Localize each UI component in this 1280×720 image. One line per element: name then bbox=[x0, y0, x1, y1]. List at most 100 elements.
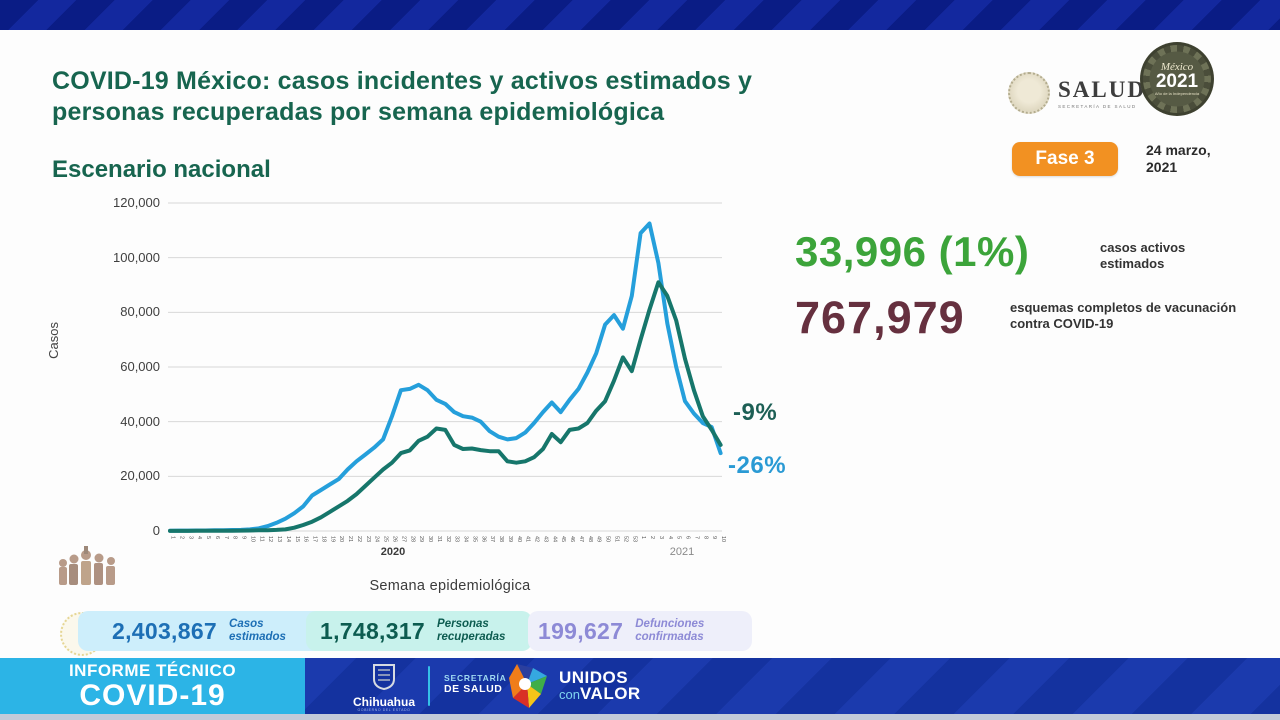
svg-text:9: 9 bbox=[711, 536, 717, 539]
chihuahua-state-pinwheel-icon bbox=[509, 664, 547, 708]
deaths-label: Defunciones confirmadas bbox=[635, 618, 705, 643]
y-tick-label: 0 bbox=[152, 523, 160, 538]
chihuahua-subtitle: GOBIERNO DEL ESTADO bbox=[357, 708, 411, 712]
svg-text:1: 1 bbox=[640, 536, 646, 539]
active-cases-value: 33,996 (1%) bbox=[795, 228, 1030, 275]
svg-text:11: 11 bbox=[258, 536, 264, 542]
svg-text:39: 39 bbox=[507, 536, 513, 542]
svg-text:37: 37 bbox=[489, 536, 495, 542]
secretaria-line2: DE SALUD bbox=[444, 683, 503, 695]
footer-program-block: INFORME TÉCNICO COVID-19 bbox=[0, 658, 305, 714]
epidemic-line-chart: 1 2 3 4 5 6 7 8 9 10 11 12 13 14 15 16 17 18 19 20 21 22 23 24 2… bbox=[168, 202, 726, 558]
stat-box-deaths: 199,627 Defunciones confirmadas bbox=[528, 611, 752, 651]
scenario-subtitle: Escenario nacional bbox=[52, 156, 271, 183]
annotation-cases-change: -26% bbox=[728, 452, 787, 479]
svg-text:18: 18 bbox=[320, 536, 326, 542]
y-tick-label: 120,000 bbox=[113, 195, 160, 210]
svg-text:8: 8 bbox=[232, 536, 238, 539]
page-title: COVID-19 México: casos incidentes y acti… bbox=[52, 67, 753, 126]
svg-text:7: 7 bbox=[693, 536, 699, 539]
svg-text:5: 5 bbox=[676, 536, 682, 539]
svg-text:24: 24 bbox=[374, 536, 380, 542]
svg-text:3: 3 bbox=[658, 536, 664, 539]
svg-text:6: 6 bbox=[214, 536, 220, 539]
y-axis-title: Casos bbox=[46, 322, 61, 359]
svg-text:48: 48 bbox=[587, 536, 593, 542]
y-tick-label: 20,000 bbox=[120, 468, 160, 484]
secretaria-de-salud-label: SECRETARÍA DE SALUD bbox=[444, 673, 507, 695]
salud-logo-subtext: SECRETARÍA DE SALUD bbox=[1058, 104, 1137, 109]
report-date-line2: 2021 bbox=[1146, 159, 1178, 175]
top-striped-banner bbox=[0, 0, 1280, 30]
mexico-2021-subtitle: Año de la Independencia bbox=[1154, 91, 1200, 96]
svg-text:19: 19 bbox=[329, 536, 335, 542]
covid19-label: COVID-19 bbox=[79, 678, 226, 712]
informe-tecnico-label: INFORME TÉCNICO bbox=[68, 660, 237, 680]
unidos-con-valor-logo: UNIDOS conVALOR bbox=[505, 662, 641, 710]
svg-text:31: 31 bbox=[436, 536, 442, 542]
fase-3-badge: Fase 3 bbox=[1012, 142, 1118, 176]
report-date-line1: 24 marzo, bbox=[1146, 142, 1211, 158]
svg-text:3: 3 bbox=[187, 536, 193, 539]
svg-text:6: 6 bbox=[685, 536, 691, 539]
svg-text:29: 29 bbox=[418, 536, 424, 542]
svg-text:46: 46 bbox=[569, 536, 575, 542]
estimated-cases-value: 2,403,867 bbox=[112, 617, 218, 644]
svg-text:2020: 2020 bbox=[381, 546, 405, 558]
chihuahua-shield-icon bbox=[373, 664, 395, 691]
svg-text:2021: 2021 bbox=[670, 546, 694, 558]
svg-text:49: 49 bbox=[596, 536, 602, 542]
y-tick-label: 60,000 bbox=[120, 359, 160, 374]
svg-text:50: 50 bbox=[605, 536, 611, 542]
y-tick-label: 100,000 bbox=[113, 249, 160, 265]
vaccination-value: 767,979 bbox=[795, 292, 965, 343]
quetzalcoatl-emblem-icon: México 2021 Año de la Independencia bbox=[1140, 42, 1214, 116]
svg-text:23: 23 bbox=[365, 536, 371, 542]
salud-logo: SALUD SECRETARÍA DE SALUD bbox=[1008, 72, 1146, 114]
mexico-2021-year: 2021 bbox=[1155, 71, 1199, 92]
svg-text:28: 28 bbox=[409, 536, 415, 542]
valor-label: VALOR bbox=[579, 683, 641, 703]
svg-text:8: 8 bbox=[702, 536, 708, 539]
svg-text:42: 42 bbox=[534, 536, 540, 542]
svg-text:16: 16 bbox=[303, 536, 309, 542]
svg-text:10: 10 bbox=[249, 536, 255, 542]
deaths-value: 199,627 bbox=[538, 617, 624, 644]
svg-text:53: 53 bbox=[631, 536, 637, 542]
footer-bottom-strip bbox=[0, 714, 1280, 720]
svg-text:2: 2 bbox=[649, 536, 655, 539]
stat-box-estimated-cases: 2,403,867 Casos estimados bbox=[78, 611, 332, 651]
x-axis-title: Semana epidemiológica bbox=[369, 578, 531, 594]
svg-text:21: 21 bbox=[347, 536, 353, 542]
svg-text:1: 1 bbox=[170, 536, 176, 539]
svg-text:27: 27 bbox=[400, 536, 406, 542]
svg-text:51: 51 bbox=[614, 536, 620, 542]
svg-text:33: 33 bbox=[454, 536, 460, 542]
salud-seal-icon bbox=[1008, 72, 1050, 114]
active-cases-label: casos activos estimados bbox=[1100, 240, 1186, 271]
svg-text:17: 17 bbox=[312, 536, 318, 542]
svg-text:38: 38 bbox=[498, 536, 504, 542]
svg-text:43: 43 bbox=[542, 536, 548, 542]
y-tick-label: 40,000 bbox=[120, 413, 160, 429]
svg-text:52: 52 bbox=[622, 536, 628, 542]
svg-text:30: 30 bbox=[427, 536, 433, 542]
unidos-label: UNIDOS bbox=[559, 667, 629, 687]
y-tick-label: 80,000 bbox=[120, 304, 160, 320]
annotation-recovered-change: -9% bbox=[733, 399, 778, 426]
svg-text:14: 14 bbox=[285, 536, 291, 542]
svg-text:26: 26 bbox=[392, 536, 398, 542]
mexico-2021-country: México bbox=[1160, 61, 1194, 73]
secretaria-line1: SECRETARÍA bbox=[444, 673, 507, 683]
svg-text:47: 47 bbox=[578, 536, 584, 542]
svg-text:5: 5 bbox=[205, 536, 211, 539]
svg-text:45: 45 bbox=[560, 536, 566, 542]
svg-text:44: 44 bbox=[551, 536, 557, 542]
recovered-value: 1,748,317 bbox=[320, 617, 426, 644]
footer-divider bbox=[428, 666, 430, 706]
svg-text:15: 15 bbox=[294, 536, 300, 542]
svg-text:32: 32 bbox=[445, 536, 451, 542]
svg-text:41: 41 bbox=[525, 536, 531, 542]
chihuahua-name: Chihuahua bbox=[353, 695, 415, 709]
